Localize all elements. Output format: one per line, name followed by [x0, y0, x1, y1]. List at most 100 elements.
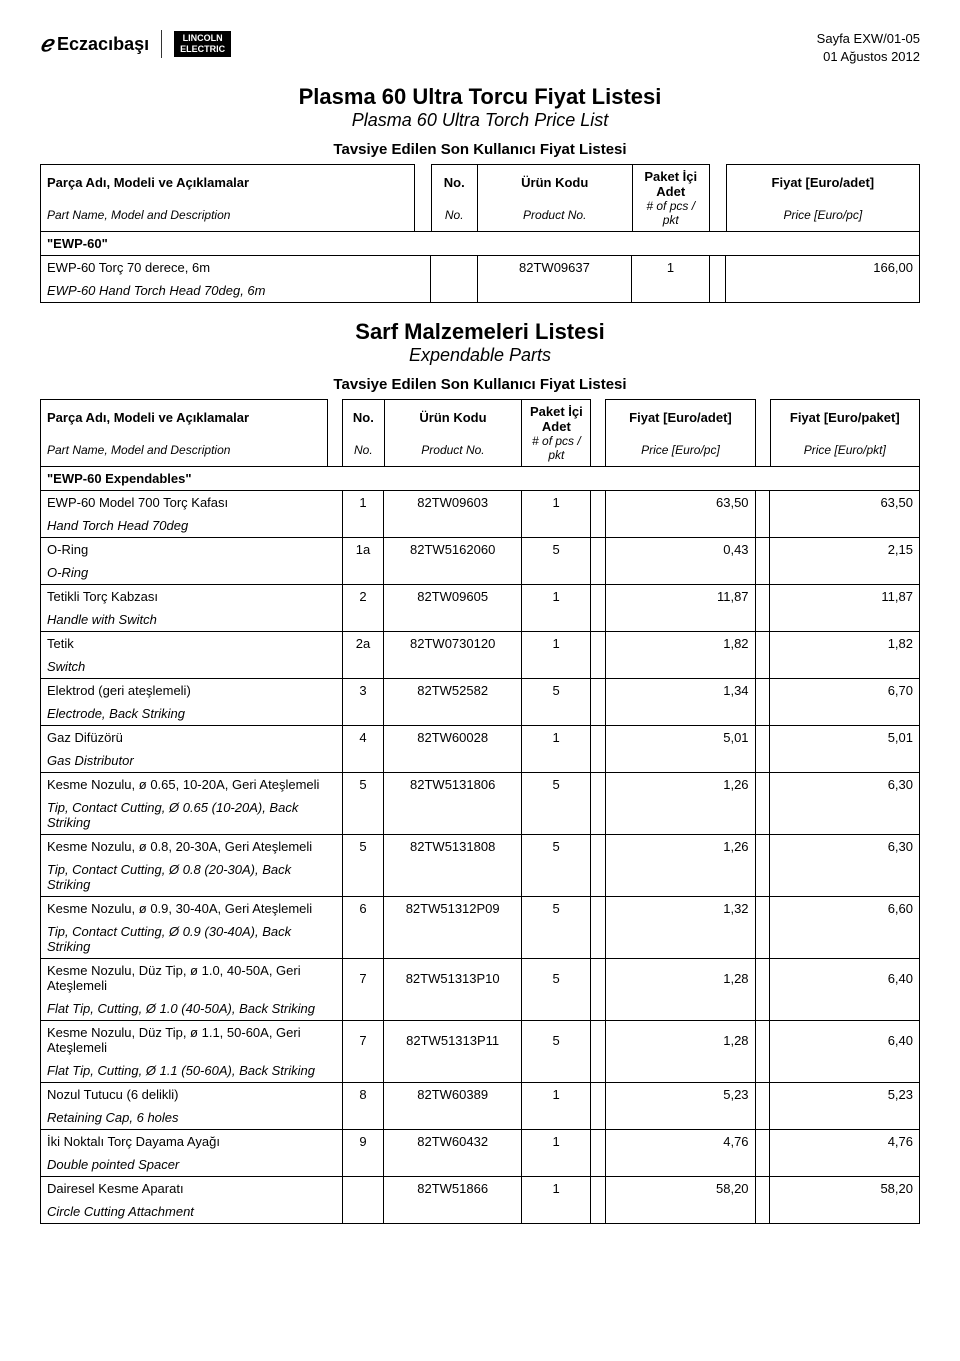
spacer [522, 997, 591, 1021]
spacer [770, 796, 920, 835]
spacer [328, 1059, 342, 1083]
row-no: 1a [342, 538, 383, 562]
row-price2: 4,76 [770, 1130, 920, 1154]
spacer [522, 920, 591, 959]
spacer [328, 585, 342, 609]
row-price: 166,00 [726, 256, 920, 280]
hdr-no-en: No. [438, 208, 471, 222]
spacer [755, 585, 770, 609]
row-price: 1,26 [606, 835, 755, 859]
spacer [591, 1059, 606, 1083]
logo-eczacibasi: ℯ Eczacıbaşı [40, 31, 149, 57]
spacer [328, 773, 342, 797]
table-row: İki Noktalı Torç Dayama Ayağı982TW604321… [41, 1130, 920, 1154]
row-qty: 1 [522, 1177, 591, 1201]
row-code: 82TW5162060 [384, 538, 522, 562]
row-no: 9 [342, 1130, 383, 1154]
row-price2: 6,60 [770, 897, 920, 921]
spacer [755, 1059, 770, 1083]
row-no: 2 [342, 585, 383, 609]
row-price: 1,28 [606, 959, 755, 998]
section2-title-sub: Expendable Parts [40, 345, 920, 366]
row-no [342, 1177, 383, 1201]
hdr-no: No. No. [431, 165, 477, 232]
spacer [522, 749, 591, 773]
spacer [384, 1106, 522, 1130]
row-code: 82TW5131806 [384, 773, 522, 797]
table-row: Kesme Nozulu, ø 0.8, 20-30A, Geri Ateşle… [41, 835, 920, 859]
spacer [770, 1106, 920, 1130]
logos: ℯ Eczacıbaşı LINCOLN ELECTRIC [40, 30, 231, 58]
row-no: 5 [342, 773, 383, 797]
row-price: 1,34 [606, 679, 755, 703]
row-name: Kesme Nozulu, ø 0.8, 20-30A, Geri Ateşle… [41, 835, 328, 859]
row-qty: 5 [522, 773, 591, 797]
row-name: O-Ring [41, 538, 328, 562]
row-price2: 2,15 [770, 538, 920, 562]
spacer [342, 1200, 383, 1224]
spacer [755, 835, 770, 859]
row-price: 1,28 [606, 1021, 755, 1060]
eczacibasi-glyph-icon: ℯ [40, 31, 53, 57]
spacer [591, 1106, 606, 1130]
row-name: Tetik [41, 632, 328, 656]
spacer [770, 514, 920, 538]
spacer [591, 702, 606, 726]
section2-group-label: "EWP-60 Expendables" [41, 467, 920, 491]
spacer [384, 997, 522, 1021]
table-row: Kesme Nozulu, Düz Tip, ø 1.1, 50-60A, Ge… [41, 1021, 920, 1060]
lincoln-line2: ELECTRIC [180, 44, 225, 55]
spacer [770, 702, 920, 726]
hdr-code-en: Product No. [484, 208, 626, 222]
spacer [384, 1200, 522, 1224]
row-code: 82TW60028 [384, 726, 522, 750]
spacer [606, 920, 755, 959]
row-qty: 1 [522, 1083, 591, 1107]
row-desc: Circle Cutting Attachment [41, 1200, 328, 1224]
table-row-desc: Circle Cutting Attachment [41, 1200, 920, 1224]
row-qty: 1 [522, 1130, 591, 1154]
row-no [431, 256, 477, 280]
spacer [384, 608, 522, 632]
table-row: Gaz Difüzörü482TW6002815,015,01 [41, 726, 920, 750]
spacer [591, 1130, 606, 1154]
spacer [606, 997, 755, 1021]
spacer [591, 796, 606, 835]
spacer [591, 835, 606, 859]
spacer [328, 514, 342, 538]
spacer [591, 655, 606, 679]
table-row-desc: Handle with Switch [41, 608, 920, 632]
spacer [755, 1130, 770, 1154]
spacer [384, 749, 522, 773]
spacer [342, 1059, 383, 1083]
spacer [591, 561, 606, 585]
row-desc: O-Ring [41, 561, 328, 585]
table-row: Dairesel Kesme Aparatı82TW51866158,2058,… [41, 1177, 920, 1201]
hdr-name-en: Part Name, Model and Description [47, 208, 408, 222]
row-name: EWP-60 Torç 70 derece, 6m [41, 256, 415, 280]
spacer [755, 796, 770, 835]
logo-lincoln: LINCOLN ELECTRIC [174, 31, 231, 57]
row-name: Tetikli Torç Kabzası [41, 585, 328, 609]
row-qty: 5 [522, 959, 591, 998]
hdr-code-tr: Ürün Kodu [484, 175, 626, 190]
spacer [591, 959, 606, 998]
spacer [591, 773, 606, 797]
row-qty: 5 [522, 538, 591, 562]
table-row-desc: Flat Tip, Cutting, Ø 1.1 (50-60A), Back … [41, 1059, 920, 1083]
spacer [591, 1177, 606, 1201]
section1-body: EWP-60 Torç 70 derece, 6m82TW096371166,0… [40, 255, 920, 303]
row-no: 1 [342, 491, 383, 515]
spacer [726, 279, 920, 303]
spacer [606, 608, 755, 632]
hdr-price: Fiyat [Euro/adet] Price [Euro/pc] [606, 400, 755, 467]
hdr-qty: Paket İçi Adet # of pcs / pkt [632, 165, 709, 232]
spacer [328, 561, 342, 585]
row-qty: 5 [522, 897, 591, 921]
section2-title-block: Sarf Malzemeleri Listesi Expendable Part… [40, 319, 920, 366]
spacer [328, 632, 342, 656]
spacer [755, 1083, 770, 1107]
spacer [755, 608, 770, 632]
spacer [755, 1106, 770, 1130]
spacer [328, 897, 342, 921]
